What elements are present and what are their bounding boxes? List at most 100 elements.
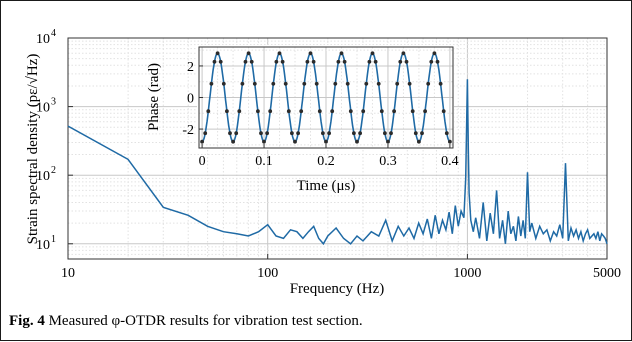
inset-y-tick-label: 2 — [187, 60, 194, 75]
caption-label: Fig. 4 — [9, 313, 45, 329]
inset-y-axis-label: Phase (rad) — [146, 63, 162, 131]
inset-data-point — [376, 81, 381, 86]
main-x-tick-label: 100 — [257, 266, 278, 281]
inset-data-point — [438, 81, 443, 86]
inset-x-tick-label: 0.4 — [441, 154, 459, 169]
main-y-tick-exponent: 1 — [51, 234, 56, 245]
inset-data-point — [209, 81, 214, 86]
main-x-tick-label: 10 — [61, 266, 75, 281]
inset-data-point — [392, 109, 396, 114]
inset-data-point — [410, 109, 415, 114]
main-x-tick-label: 1000 — [453, 266, 481, 281]
main-y-tick-label: 104 — [36, 28, 56, 47]
inset-data-point — [339, 51, 344, 56]
inset-data-point — [302, 81, 307, 86]
inset-data-point — [212, 59, 217, 64]
caption-text: Measured φ-OTDR results for vibration te… — [48, 313, 363, 329]
inset-data-point — [432, 51, 437, 56]
inset-data-point — [225, 109, 229, 114]
inset-data-point — [308, 51, 313, 56]
inset-data-point — [215, 51, 220, 56]
inset-data-point — [240, 81, 245, 86]
inset-data-point — [404, 59, 409, 64]
inset-data-point — [262, 139, 266, 144]
inset-data-point — [429, 59, 434, 64]
inset-data-point — [321, 131, 325, 136]
inset-data-point — [290, 131, 294, 136]
inset-data-point — [352, 131, 356, 136]
inset-data-point — [283, 81, 288, 86]
inset-data-point — [277, 51, 282, 56]
inset-x-axis-label: Time (μs) — [297, 178, 356, 194]
inset-data-point — [286, 109, 291, 114]
main-plot-frame — [67, 37, 608, 260]
inset-data-point — [379, 109, 384, 114]
inset-x-tick-label: 0.2 — [317, 154, 335, 169]
main-y-tick-exponent: 2 — [51, 165, 56, 176]
inset-data-point — [417, 139, 421, 144]
inset-data-point — [361, 109, 366, 114]
inset-data-point — [401, 51, 406, 56]
main-y-tick-exponent: 4 — [51, 28, 56, 39]
inset-data-point — [296, 131, 300, 136]
inset-data-point — [333, 81, 338, 86]
main-x-axis-label: Frequency (Hz) — [290, 281, 385, 297]
inset-y-tick-label: -2 — [182, 123, 194, 138]
inset-data-point — [345, 81, 350, 86]
inset-data-point — [249, 59, 254, 64]
inset-data-point — [395, 81, 400, 86]
inset-data-point — [324, 139, 328, 144]
inset-data-point — [203, 131, 208, 136]
inset-data-point — [327, 131, 331, 136]
inset-data-point — [246, 51, 251, 56]
inset-data-point — [358, 131, 362, 136]
inset-data-point — [252, 81, 257, 86]
inset-y-tick-label: 0 — [187, 92, 194, 107]
inset-data-point — [398, 59, 403, 64]
inset-data-point — [311, 59, 316, 64]
inset-x-tick-label: 0.3 — [379, 154, 397, 169]
main-x-tick-label: 5000 — [593, 266, 621, 281]
inset-data-point — [231, 139, 236, 144]
inset-data-point — [420, 131, 424, 136]
inset-data-point — [299, 109, 304, 114]
inset-data-point — [448, 139, 452, 144]
inset-markers — [200, 51, 452, 144]
figure-caption: Fig. 4 Measured φ-OTDR results for vibra… — [9, 313, 625, 330]
inset-data-point — [355, 139, 359, 144]
inset-data-point — [268, 109, 273, 114]
inset-data-point — [274, 59, 279, 64]
inset-data-point — [423, 109, 427, 114]
inset-data-point — [280, 59, 285, 64]
inset-ticks: 0 0.1 0.2 0.3 0.4 -2 0 2 — [182, 60, 458, 169]
inset-data-point — [364, 81, 369, 86]
inset-data-point — [348, 109, 353, 114]
inset-data-point — [407, 81, 412, 86]
inset-data-point — [317, 109, 322, 114]
inset-data-point — [293, 139, 297, 144]
inset-data-point — [435, 59, 440, 64]
inset-data-point — [342, 59, 347, 64]
inset-data-point — [265, 131, 269, 136]
inset-x-tick-label: 0.1 — [255, 154, 273, 169]
inset-data-point — [218, 59, 223, 64]
inset-data-point — [259, 131, 263, 136]
inset-data-point — [389, 131, 393, 136]
inset-data-point — [373, 59, 378, 64]
inset-data-point — [367, 59, 372, 64]
inset-data-point — [200, 139, 205, 144]
main-series-line — [67, 79, 608, 246]
inset-x-tick-label: 0 — [199, 154, 206, 169]
inset-grid — [199, 47, 453, 148]
inset-data-point — [206, 109, 211, 114]
main-y-axis-label: Strain spectral density (pε/√Hz) — [25, 54, 41, 245]
inset-data-point — [413, 131, 418, 136]
inset-data-point — [234, 131, 239, 136]
inset-data-point — [243, 59, 248, 64]
inset-data-point — [330, 109, 335, 114]
inset-data-point — [383, 131, 387, 136]
inset-data-point — [444, 131, 449, 136]
